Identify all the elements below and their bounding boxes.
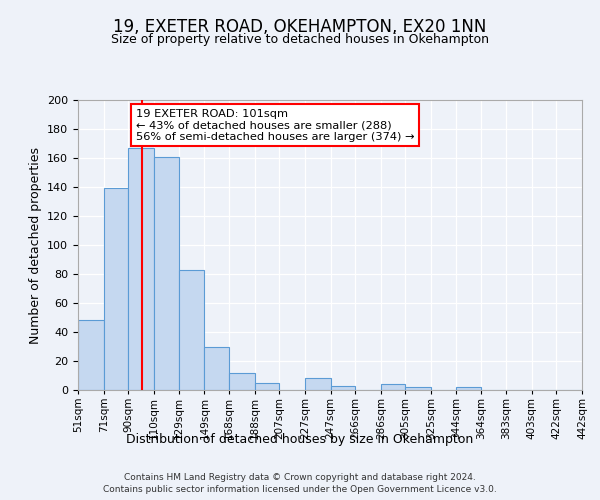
Text: Size of property relative to detached houses in Okehampton: Size of property relative to detached ho…: [111, 32, 489, 46]
Bar: [406, 387, 431, 390]
Bar: [254, 383, 279, 390]
Bar: [154, 156, 179, 390]
Y-axis label: Number of detached properties: Number of detached properties: [29, 146, 41, 344]
Text: Contains public sector information licensed under the Open Government Licence v3: Contains public sector information licen…: [103, 485, 497, 494]
Bar: [229, 372, 254, 390]
Bar: [104, 188, 128, 390]
Bar: [128, 148, 154, 390]
Text: Distribution of detached houses by size in Okehampton: Distribution of detached houses by size …: [127, 432, 473, 446]
Text: 19, EXETER ROAD, OKEHAMPTON, EX20 1NN: 19, EXETER ROAD, OKEHAMPTON, EX20 1NN: [113, 18, 487, 36]
Bar: [455, 387, 481, 390]
Bar: [205, 346, 229, 390]
Bar: [179, 270, 205, 390]
Bar: [331, 386, 355, 390]
Text: Contains HM Land Registry data © Crown copyright and database right 2024.: Contains HM Land Registry data © Crown c…: [124, 472, 476, 482]
Bar: [305, 378, 331, 390]
Text: 19 EXETER ROAD: 101sqm
← 43% of detached houses are smaller (288)
56% of semi-de: 19 EXETER ROAD: 101sqm ← 43% of detached…: [136, 108, 415, 142]
Bar: [381, 384, 406, 390]
Bar: [78, 320, 104, 390]
